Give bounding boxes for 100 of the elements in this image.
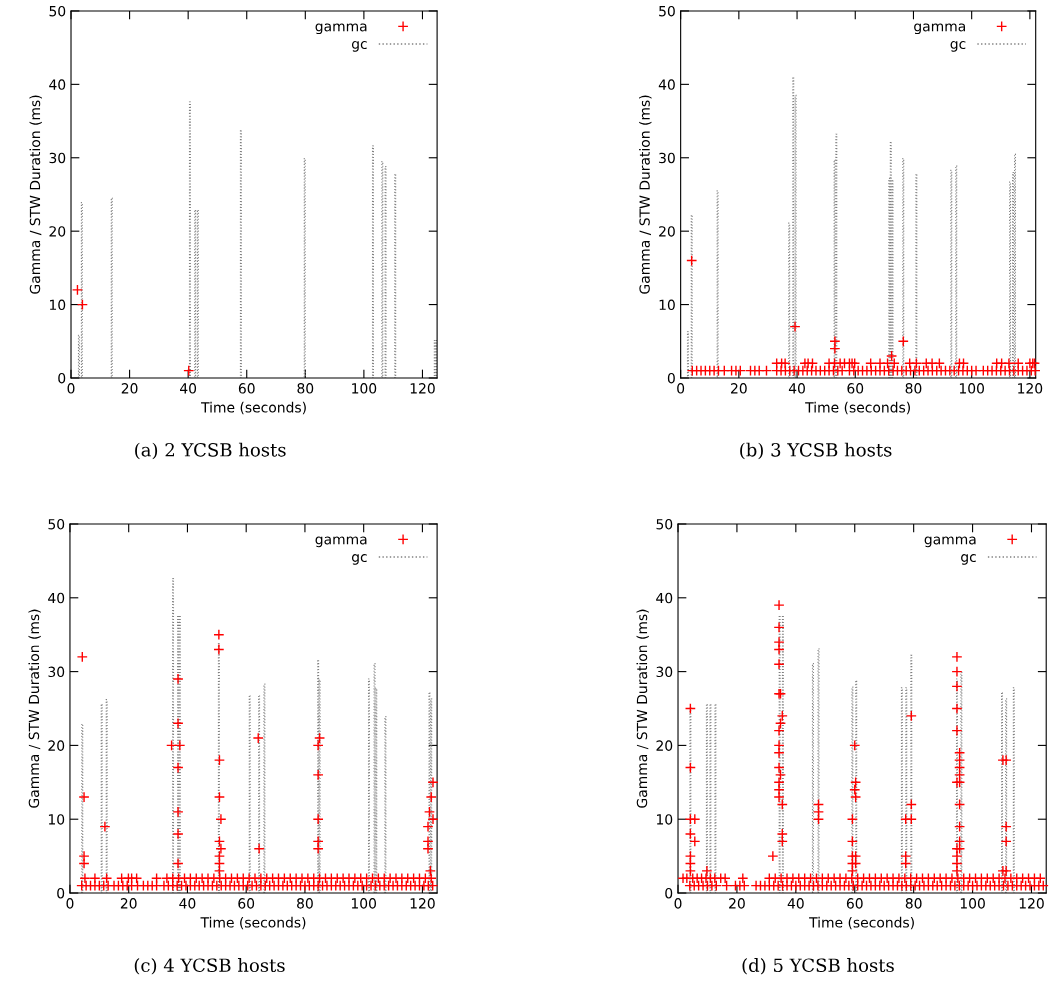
y-tick-label: 10 (657, 814, 673, 825)
bar (788, 222, 791, 378)
x-tick-label: 80 (297, 383, 314, 394)
y-tick-label: 20 (659, 226, 675, 237)
bar (188, 101, 191, 378)
x-axis-title: Time (seconds) (809, 916, 914, 930)
y-tick-label: 50 (656, 518, 673, 530)
y-tick-label: 10 (48, 814, 65, 825)
bar (1014, 153, 1017, 378)
text: (b) 3 YCSB hosts (740, 442, 892, 460)
bar (81, 723, 84, 894)
bar (709, 703, 712, 894)
bar (317, 659, 320, 894)
y-tick-label: 10 (50, 299, 66, 311)
bar (792, 76, 795, 378)
y-tick-label: 50 (48, 518, 65, 530)
bar (394, 173, 397, 378)
x-tick-label: 100 (352, 383, 377, 394)
bar (110, 197, 113, 378)
y-tick-label: 20 (49, 226, 66, 237)
text: (c) 4 YCSB hosts (134, 958, 285, 975)
y-axis-title: Gamma / STW Duration (ms) (636, 609, 649, 808)
x-tick-label: 120 (410, 898, 435, 909)
legend-label: gamma (315, 23, 367, 35)
y-tick-label: 30 (659, 152, 675, 164)
legend-label: gc (961, 554, 976, 565)
bar (263, 683, 266, 894)
legend-label: gc (351, 554, 367, 565)
x-axis-title: Time (seconds) (201, 401, 306, 415)
bar (705, 703, 708, 894)
bar (1005, 698, 1008, 894)
text: (a) 2 YCSB hosts (135, 442, 286, 460)
x-tick-label: 20 (729, 898, 745, 909)
point (71, 284, 84, 296)
bar (217, 643, 220, 894)
x-tick-label: 40 (180, 383, 197, 394)
legend-label: gc (351, 41, 367, 52)
y-tick-label: 20 (48, 740, 65, 751)
bar (373, 662, 376, 894)
bar (428, 691, 431, 894)
y-tick-label: 10 (659, 299, 675, 311)
x-axis-title: Time (seconds) (200, 916, 306, 930)
x-tick-label: 100 (960, 898, 985, 909)
text: (d) 5 YCSB hosts (742, 958, 894, 975)
bar (905, 687, 908, 894)
x-tick-label: 20 (731, 383, 747, 394)
y-tick-label: 50 (49, 5, 66, 17)
bar (367, 678, 370, 894)
x-tick-label: 0 (677, 383, 685, 394)
bar (690, 214, 693, 378)
bar (172, 578, 175, 894)
x-tick-label: 100 (351, 898, 377, 909)
bar (239, 129, 242, 378)
x-tick-label: 60 (238, 898, 255, 909)
y-axis-title: Gamma / STW Duration (ms) (639, 95, 652, 294)
x-tick-label: 0 (66, 898, 74, 909)
point (76, 299, 88, 311)
bar (80, 201, 83, 378)
bar (915, 173, 918, 378)
bar (1001, 691, 1004, 894)
bar (258, 694, 261, 894)
x-tick-label: 0 (674, 898, 682, 909)
bar (950, 169, 953, 378)
legend-label: gamma (924, 536, 976, 548)
y-tick-label: 30 (49, 152, 66, 164)
x-tick-label: 60 (847, 383, 864, 394)
bar (686, 331, 689, 378)
y-tick-label: 0 (665, 887, 673, 899)
bar (781, 614, 784, 894)
bar (902, 157, 905, 378)
y-tick-label: 30 (656, 666, 673, 678)
bar (900, 687, 903, 894)
x-tick-label: 120 (410, 383, 435, 394)
x-tick-label: 60 (238, 383, 255, 394)
legend-label: gamma (315, 536, 367, 548)
legend-label: gc (950, 41, 966, 52)
y-tick-label: 30 (48, 666, 65, 678)
x-tick-label: 60 (846, 898, 863, 909)
x-tick-label: 100 (959, 383, 984, 394)
y-axis-title: Gamma / STW Duration (ms) (29, 95, 42, 294)
bar (955, 678, 958, 894)
y-tick-label: 40 (48, 592, 65, 604)
bar (248, 694, 251, 894)
x-tick-label: 120 (1018, 383, 1043, 394)
y-tick-label: 50 (659, 5, 675, 17)
x-tick-label: 40 (179, 898, 196, 909)
bar (817, 648, 820, 894)
y-tick-label: 40 (658, 79, 675, 90)
x-tick-label: 20 (120, 898, 137, 909)
bar (955, 165, 958, 378)
x-tick-label: 20 (121, 383, 138, 394)
bar (716, 190, 719, 378)
bar (100, 703, 103, 894)
y-tick-label: 0 (57, 887, 65, 899)
bar (303, 157, 306, 378)
y-tick-label: 40 (49, 79, 66, 90)
bar (371, 145, 374, 378)
bar (714, 703, 717, 894)
x-tick-label: 80 (297, 898, 313, 909)
bar (778, 614, 781, 894)
